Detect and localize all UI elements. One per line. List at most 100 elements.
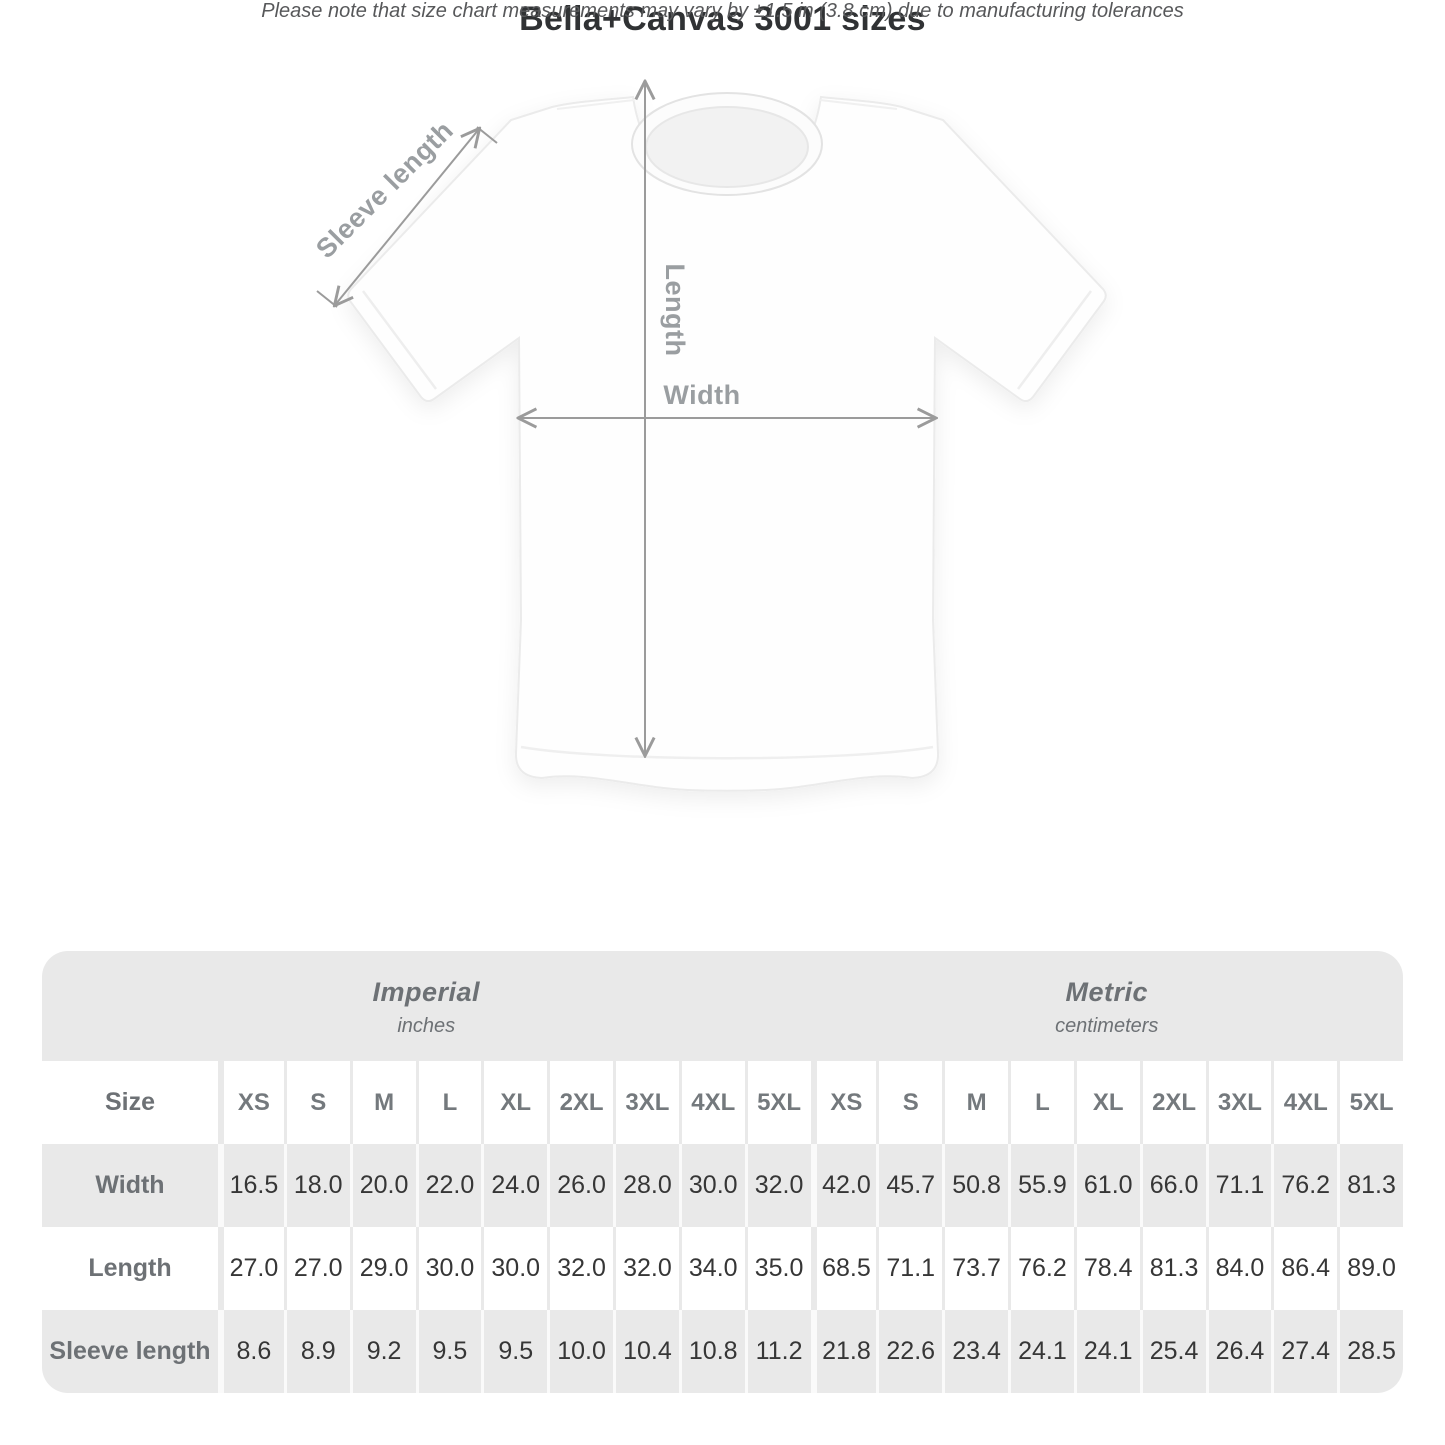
- sleeve-arrow-tick-top: [476, 126, 498, 144]
- tolerance-note: Please note that size chart measurements…: [261, 0, 1184, 22]
- value-metric: 21.8: [810, 1310, 877, 1393]
- value-metric: 45.7: [876, 1144, 942, 1227]
- value-imperial: 32.0: [613, 1227, 679, 1310]
- value-imperial: 9.2: [349, 1310, 416, 1393]
- table-row-length: Length 27.0 27.0 29.0 30.0 30.0 32.0 32.0 34.0 35…: [42, 1227, 1403, 1310]
- table-body: Width 16.5 18.0 20.0 22.0 24.0 26.0 28.0 30.0 32.…: [42, 1144, 1403, 1393]
- value-imperial: 18.0: [283, 1144, 350, 1227]
- value-imperial: 30.0: [678, 1144, 745, 1227]
- value-metric: 66.0: [1139, 1144, 1206, 1227]
- value-metric: 68.5: [810, 1227, 877, 1310]
- value-imperial: 27.0: [218, 1227, 284, 1310]
- left-shoulder-seam: [556, 99, 635, 110]
- value-metric: 81.3: [1139, 1227, 1206, 1310]
- value-imperial: 28.0: [613, 1144, 679, 1227]
- value-metric: 71.1: [876, 1227, 942, 1310]
- unit-header-row: Imperial inches Metric centimeters: [42, 951, 1403, 1061]
- value-metric: 26.4: [1205, 1310, 1272, 1393]
- value-imperial: 34.0: [678, 1227, 745, 1310]
- value-imperial: 32.0: [547, 1227, 613, 1310]
- size-header-metric-M: M: [942, 1061, 1008, 1144]
- size-header-metric-4XL: 4XL: [1271, 1061, 1337, 1144]
- row-label: Width: [95, 1171, 165, 1199]
- value-imperial: 10.4: [613, 1310, 679, 1393]
- sleeve-length-arrow: [335, 129, 479, 305]
- table-row-width: Width 16.5 18.0 20.0 22.0 24.0 26.0 28.0 30.0 32.…: [42, 1144, 1403, 1227]
- value-imperial: 10.0: [547, 1310, 613, 1393]
- size-header-imperial-2XL: 2XL: [547, 1061, 613, 1144]
- value-metric: 86.4: [1271, 1227, 1337, 1310]
- value-metric: 24.1: [1008, 1310, 1074, 1393]
- value-imperial: 9.5: [415, 1310, 482, 1393]
- value-imperial: 8.6: [218, 1310, 284, 1393]
- right-sleeve-seam: [1016, 290, 1093, 390]
- value-metric: 55.9: [1008, 1144, 1074, 1227]
- value-metric: 61.0: [1073, 1144, 1140, 1227]
- imperial-unit: inches: [397, 1014, 456, 1037]
- tshirt-measurement-figure: Sleeve length Length Width: [310, 0, 1107, 792]
- value-metric: 42.0: [810, 1144, 877, 1227]
- metric-title: Metric: [1065, 976, 1149, 1007]
- value-metric: 28.5: [1337, 1310, 1403, 1393]
- value-imperial: 16.5: [218, 1144, 284, 1227]
- sleeve-arrow-tick-bottom: [316, 290, 338, 308]
- size-header-imperial-XS: XS: [218, 1061, 284, 1144]
- page-title: Bella+Canvas 3001 sizes: [519, 0, 926, 38]
- size-header-imperial-5XL: 5XL: [744, 1061, 811, 1144]
- value-imperial: 30.0: [481, 1227, 547, 1310]
- size-header-metric-XS: XS: [810, 1061, 877, 1144]
- row-label: Length: [88, 1254, 172, 1282]
- value-imperial: 10.8: [678, 1310, 745, 1393]
- value-metric: 23.4: [942, 1310, 1008, 1393]
- value-metric: 25.4: [1139, 1310, 1206, 1393]
- value-metric: 50.8: [942, 1144, 1008, 1227]
- value-imperial: 9.5: [481, 1310, 547, 1393]
- value-imperial: 26.0: [547, 1144, 613, 1227]
- size-header-imperial-L: L: [415, 1061, 482, 1144]
- right-shoulder-seam: [819, 99, 898, 110]
- value-metric: 73.7: [942, 1227, 1008, 1310]
- collar-inner: [645, 106, 809, 188]
- value-imperial: 35.0: [744, 1227, 811, 1310]
- size-header-metric-2XL: 2XL: [1139, 1061, 1206, 1144]
- size-header-imperial-XL: XL: [481, 1061, 547, 1144]
- size-table: Imperial inches Metric centimeters Size …: [42, 951, 1403, 1393]
- value-imperial: 30.0: [415, 1227, 482, 1310]
- value-imperial: 22.0: [415, 1144, 482, 1227]
- imperial-header: Imperial inches: [42, 951, 811, 1061]
- table-row-sleeve-length: Sleeve length 8.6 8.9 9.2 9.5 9.5 10.0 10.4 10.8…: [42, 1310, 1403, 1393]
- width-label: Width: [663, 380, 740, 410]
- size-header-row: Size XS S M L XL 2XL 3XL 4XL 5XL XS S M L XL 2XL 3XL 4XL…: [42, 1061, 1403, 1144]
- size-header-imperial-S: S: [283, 1061, 350, 1144]
- value-imperial: 32.0: [744, 1144, 811, 1227]
- metric-header: Metric centimeters: [811, 951, 1404, 1061]
- length-label: Length: [660, 264, 690, 357]
- value-metric: 84.0: [1205, 1227, 1272, 1310]
- value-metric: 24.1: [1073, 1310, 1140, 1393]
- value-imperial: 24.0: [481, 1144, 547, 1227]
- metric-unit: centimeters: [1055, 1014, 1159, 1037]
- hem-seam: [520, 745, 934, 760]
- size-header-metric-5XL: 5XL: [1337, 1061, 1403, 1144]
- value-imperial: 20.0: [349, 1144, 416, 1227]
- value-imperial: 27.0: [283, 1227, 350, 1310]
- row-label: Sleeve length: [49, 1337, 211, 1365]
- size-header-imperial-4XL: 4XL: [678, 1061, 745, 1144]
- value-metric: 76.2: [1271, 1144, 1337, 1227]
- size-header-metric-3XL: 3XL: [1205, 1061, 1272, 1144]
- value-metric: 81.3: [1337, 1144, 1403, 1227]
- value-imperial: 29.0: [349, 1227, 416, 1310]
- size-header-imperial-3XL: 3XL: [613, 1061, 679, 1144]
- tshirt-graphic: [347, 95, 1107, 792]
- value-metric: 76.2: [1008, 1227, 1074, 1310]
- value-metric: 71.1: [1205, 1144, 1272, 1227]
- size-header-imperial-M: M: [349, 1061, 416, 1144]
- value-imperial: 8.9: [283, 1310, 350, 1393]
- size-header-metric-L: L: [1008, 1061, 1074, 1144]
- imperial-title: Imperial: [372, 976, 481, 1007]
- size-column-header: Size: [104, 1088, 156, 1116]
- value-metric: 22.6: [876, 1310, 942, 1393]
- size-header-metric-S: S: [876, 1061, 942, 1144]
- size-header-metric-XL: XL: [1073, 1061, 1140, 1144]
